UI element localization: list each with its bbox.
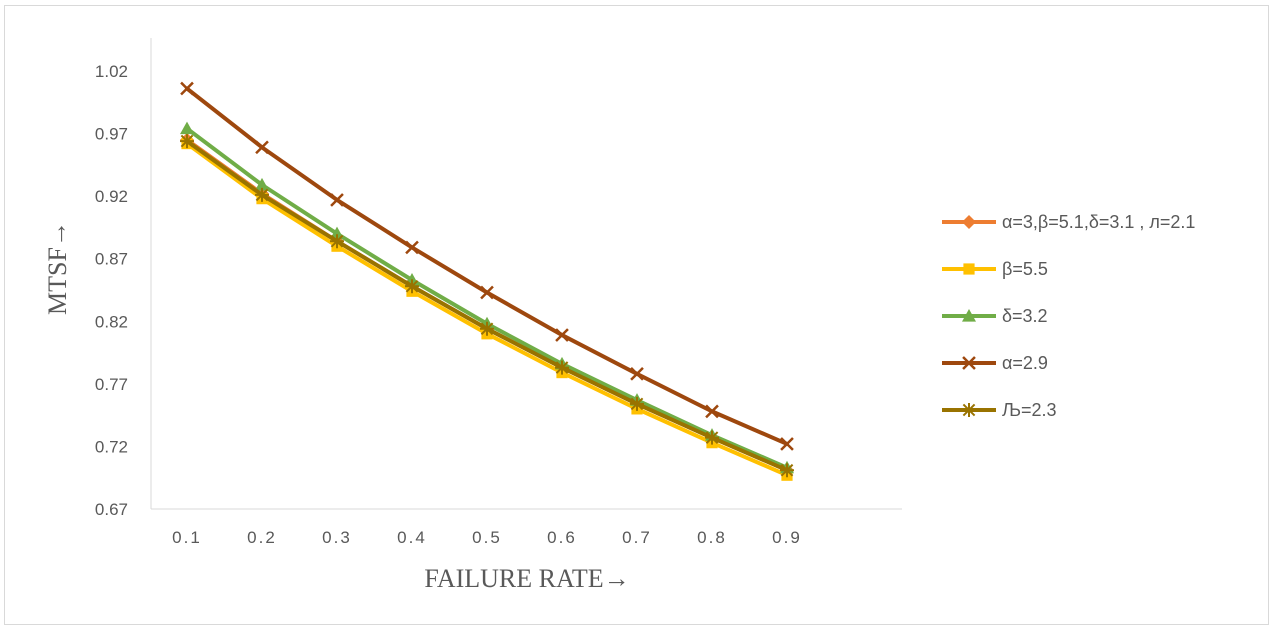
x-tick-label: 0.3 xyxy=(322,528,352,547)
legend-label: δ=3.2 xyxy=(1002,306,1048,326)
legend-item: Љ=2.3 xyxy=(942,400,1057,420)
y-tick-label: 0.92 xyxy=(95,187,128,206)
legend-label: α=2.9 xyxy=(1002,353,1048,373)
x-tick-label: 0.6 xyxy=(547,528,577,547)
legend-label: Љ=2.3 xyxy=(1002,400,1057,420)
y-tick-label: 0.77 xyxy=(95,375,128,394)
data-point xyxy=(705,404,719,419)
legend-marker xyxy=(962,356,976,370)
y-tick-label: 0.97 xyxy=(95,125,128,144)
x-tick-label: 0.8 xyxy=(697,528,727,547)
y-tick-label: 1.02 xyxy=(95,62,128,81)
legend-item: α=3,β=5.1,δ=3.1 , л=2.1 xyxy=(942,212,1195,232)
x-tick-label: 0.5 xyxy=(472,528,502,547)
series-line xyxy=(185,139,789,473)
x-tick-label: 0.9 xyxy=(772,528,802,547)
y-tick-label: 0.82 xyxy=(95,312,128,331)
data-point xyxy=(180,121,194,135)
data-point xyxy=(405,279,419,294)
series-3 xyxy=(180,121,794,474)
legend-marker xyxy=(963,263,975,275)
series-4 xyxy=(180,81,794,451)
legend-label: β=5.5 xyxy=(1002,259,1048,279)
data-point xyxy=(255,177,269,191)
data-point xyxy=(630,367,644,381)
data-point xyxy=(480,285,494,300)
series-line xyxy=(185,86,789,446)
data-point xyxy=(480,321,494,336)
x-tick-label: 0.2 xyxy=(247,528,277,547)
data-point xyxy=(330,234,344,249)
legend-item: β=5.5 xyxy=(942,259,1048,279)
data-point xyxy=(180,134,194,149)
x-axis-title: FAILURE RATE→ xyxy=(424,564,629,593)
x-tick-label: 0.4 xyxy=(397,528,427,547)
legend-marker xyxy=(962,215,976,229)
series-layer xyxy=(180,81,794,481)
y-tick-label: 0.87 xyxy=(95,250,128,269)
x-tick-label: 0.7 xyxy=(622,528,652,547)
y-tick-label: 0.72 xyxy=(95,437,128,456)
legend: α=3,β=5.1,δ=3.1 , л=2.1 β=5.5 δ=3.2 α=2.9 Љ=… xyxy=(942,212,1195,420)
data-point xyxy=(255,140,269,155)
data-point xyxy=(705,430,719,445)
data-point xyxy=(330,193,344,207)
data-point xyxy=(780,463,794,478)
data-point xyxy=(180,81,194,96)
x-tick-label: 0.1 xyxy=(172,528,202,547)
legend-item: δ=3.2 xyxy=(942,306,1048,326)
series-1 xyxy=(180,132,794,478)
legend-label: α=3,β=5.1,δ=3.1 , л=2.1 xyxy=(1002,212,1195,232)
data-point xyxy=(255,187,269,202)
data-point xyxy=(555,328,569,342)
y-axis-title: MTSF→ xyxy=(43,221,72,315)
series-5 xyxy=(180,134,794,478)
data-point xyxy=(780,437,794,451)
data-point xyxy=(330,226,344,240)
legend-marker xyxy=(962,309,976,322)
data-point xyxy=(555,360,569,375)
legend-marker xyxy=(962,403,976,417)
legend-item: α=2.9 xyxy=(942,353,1048,373)
series-line xyxy=(185,126,789,470)
x-tick-labels: 0.1 0.2 0.3 0.4 0.5 0.6 0.7 0.8 0.9 xyxy=(172,528,802,547)
data-point xyxy=(630,396,644,411)
y-tick-label: 0.67 xyxy=(95,500,128,519)
y-tick-labels: 0.67 0.72 0.77 0.82 0.87 0.92 0.97 1.02 xyxy=(95,62,128,519)
series-line xyxy=(185,137,789,473)
data-point xyxy=(405,240,419,255)
